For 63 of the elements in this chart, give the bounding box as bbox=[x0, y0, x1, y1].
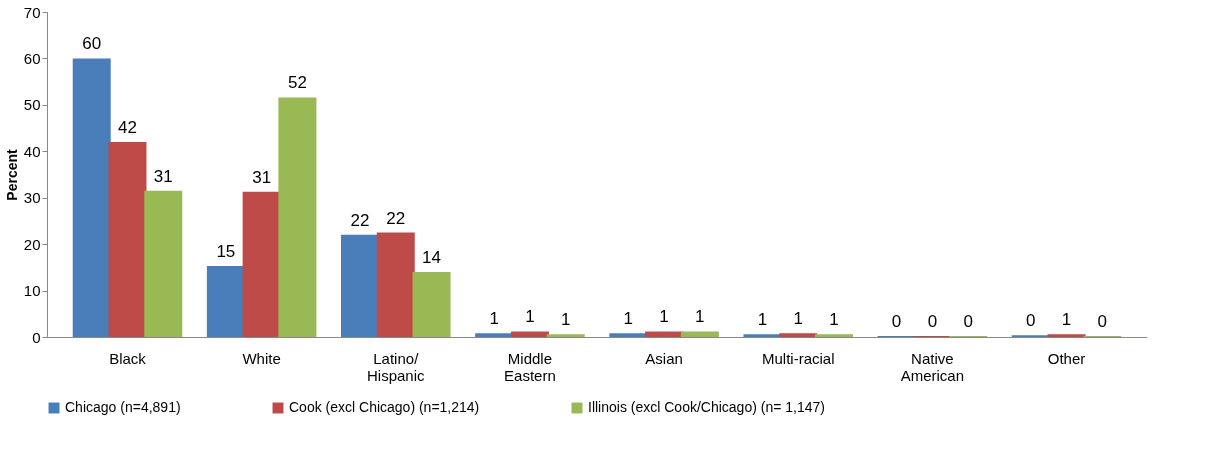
x-tick-label: Native American bbox=[900, 349, 965, 384]
data-label: 15 bbox=[216, 241, 236, 261]
bar bbox=[743, 334, 782, 337]
bar bbox=[72, 58, 111, 337]
data-label: 1 bbox=[623, 309, 634, 329]
data-label: 1 bbox=[1061, 310, 1072, 330]
bar bbox=[680, 331, 719, 337]
data-label: 42 bbox=[118, 118, 137, 137]
bar bbox=[546, 334, 585, 337]
bar bbox=[108, 142, 147, 337]
data-label: 0 bbox=[927, 312, 938, 332]
y-tick-label: 60 bbox=[23, 49, 41, 67]
y-tick-label: 10 bbox=[23, 282, 41, 300]
bar bbox=[278, 97, 317, 337]
data-label: 0 bbox=[891, 312, 902, 332]
y-tick-label: 0 bbox=[32, 328, 41, 346]
bar bbox=[144, 190, 183, 337]
bar bbox=[412, 272, 451, 337]
y-tick-label: 20 bbox=[23, 235, 41, 253]
y-axis-title: Percent bbox=[3, 148, 20, 201]
y-tick-label: 40 bbox=[23, 142, 41, 160]
legend-label: Illinois (excl Cook/Chicago) (n= 1,147) bbox=[588, 399, 825, 415]
data-label: 60 bbox=[82, 34, 102, 54]
bar bbox=[341, 234, 380, 337]
bar bbox=[206, 265, 245, 337]
x-tick-label: White bbox=[242, 349, 281, 367]
bar bbox=[242, 191, 281, 337]
x-tick-label: Multi-racial bbox=[761, 349, 835, 367]
bar bbox=[376, 232, 415, 337]
data-label: 1 bbox=[757, 310, 768, 330]
bar bbox=[779, 333, 818, 337]
bar bbox=[609, 333, 648, 337]
x-tick-label: Black bbox=[109, 349, 147, 367]
data-label: 1 bbox=[489, 309, 499, 329]
data-label: 31 bbox=[153, 166, 173, 186]
data-label: 1 bbox=[525, 307, 535, 327]
data-label: 1 bbox=[793, 309, 803, 329]
x-tick-label: Other bbox=[1047, 349, 1086, 367]
bar bbox=[645, 331, 684, 337]
y-tick-label: 30 bbox=[23, 189, 41, 207]
data-label: 1 bbox=[560, 310, 571, 330]
data-label: 0 bbox=[1097, 312, 1108, 332]
data-label: 1 bbox=[659, 307, 669, 327]
y-tick-label: 70 bbox=[23, 3, 41, 21]
x-tick-label: Middle Eastern bbox=[504, 349, 556, 384]
data-label: 22 bbox=[386, 208, 406, 228]
data-label: 0 bbox=[963, 312, 973, 332]
bar bbox=[1047, 334, 1086, 337]
legend-label: Chicago (n=4,891) bbox=[65, 399, 181, 415]
x-tick-label: Latino/ Hispanic bbox=[367, 349, 426, 384]
legend-label: Cook (excl Chicago) (n=1,214) bbox=[289, 399, 480, 415]
data-label: 1 bbox=[695, 307, 705, 327]
y-tick-label: 50 bbox=[23, 96, 41, 114]
data-label: 52 bbox=[287, 73, 307, 93]
data-label: 14 bbox=[422, 248, 442, 267]
bar bbox=[814, 334, 853, 337]
data-label: 31 bbox=[252, 167, 272, 187]
data-label: 22 bbox=[350, 210, 370, 230]
x-tick-label: Asian bbox=[645, 349, 683, 367]
data-label: 1 bbox=[829, 310, 839, 330]
bar bbox=[510, 331, 549, 337]
data-label: 0 bbox=[1026, 311, 1036, 331]
bar bbox=[475, 333, 514, 337]
